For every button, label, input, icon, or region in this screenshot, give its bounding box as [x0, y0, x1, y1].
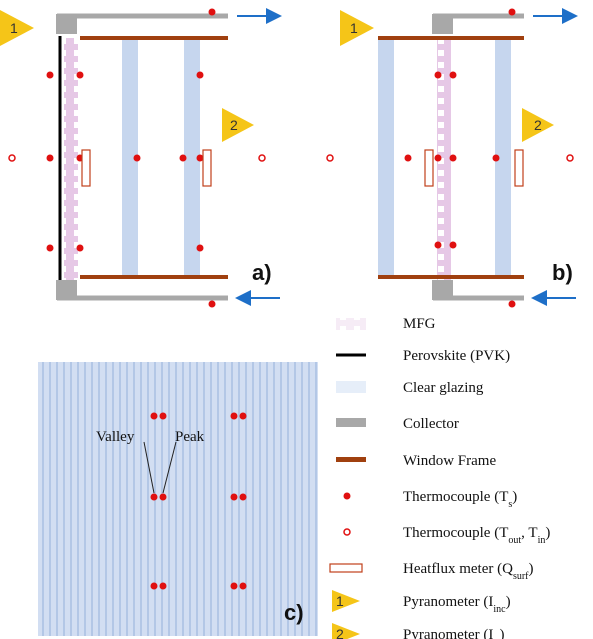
- legend: MFG Perovskite (PVK) Clear glazing Collecto…: [329, 316, 550, 639]
- panel-label: a): [252, 260, 272, 285]
- legend-label: Perovskite (PVK): [403, 348, 510, 364]
- legend-label: Window Frame: [403, 453, 496, 469]
- legend-label: Collector: [403, 416, 459, 432]
- legend-label: Thermocouple (Ts): [403, 489, 517, 510]
- pyranometer-number: 2: [534, 117, 542, 133]
- label-text: ): [500, 627, 505, 639]
- legend-label: Pyranometer (Iinc): [403, 594, 511, 615]
- label-text: ): [529, 561, 534, 577]
- panel-b: 1 2 b): [326, 8, 578, 308]
- legend-marker: 2: [336, 626, 344, 639]
- subscript: inc: [493, 604, 506, 615]
- label-text: Thermocouple (T: [403, 525, 508, 541]
- pyranometer-number: 1: [350, 20, 358, 36]
- label-text: ): [545, 525, 550, 541]
- pyranometer-number: 1: [10, 20, 18, 36]
- label-text: MFG: [403, 316, 436, 332]
- label-text: Window Frame: [403, 453, 496, 469]
- legend-label: MFG: [403, 316, 436, 332]
- legend-label: Heatflux meter (Qsurf): [403, 561, 534, 582]
- subscript: out: [508, 535, 521, 546]
- label-text: Clear glazing: [403, 380, 484, 396]
- legend-marker: 1: [336, 593, 344, 609]
- panel-label: c): [284, 600, 304, 625]
- legend-label: Clear glazing: [403, 380, 484, 396]
- panel-c: Valley Peak c): [38, 362, 318, 636]
- label-text: Perovskite (PVK): [403, 348, 510, 364]
- pyranometer-number: 2: [230, 117, 238, 133]
- legend-label: Pyranometer (Itr): [403, 627, 505, 639]
- label-text: Heatflux meter (Q: [403, 561, 513, 577]
- annotation: Valley: [96, 429, 135, 445]
- subscript: tr: [493, 637, 500, 639]
- label-text: , T: [521, 525, 537, 541]
- label-text: Pyranometer (I: [403, 627, 493, 639]
- subscript: surf: [513, 571, 529, 582]
- subscript: in: [538, 535, 546, 546]
- annotation: Peak: [175, 429, 205, 445]
- label-text: Pyranometer (I: [403, 594, 493, 610]
- label-text: Collector: [403, 416, 459, 432]
- panel-label: b): [552, 260, 573, 285]
- subscript: s: [508, 499, 512, 510]
- label-text: ): [512, 489, 517, 505]
- label-text: Thermocouple (T: [403, 489, 508, 505]
- legend-label: Thermocouple (Tout, Tin): [403, 525, 550, 546]
- label-text: ): [506, 594, 511, 610]
- panel-a: 1 2 a): [0, 8, 282, 308]
